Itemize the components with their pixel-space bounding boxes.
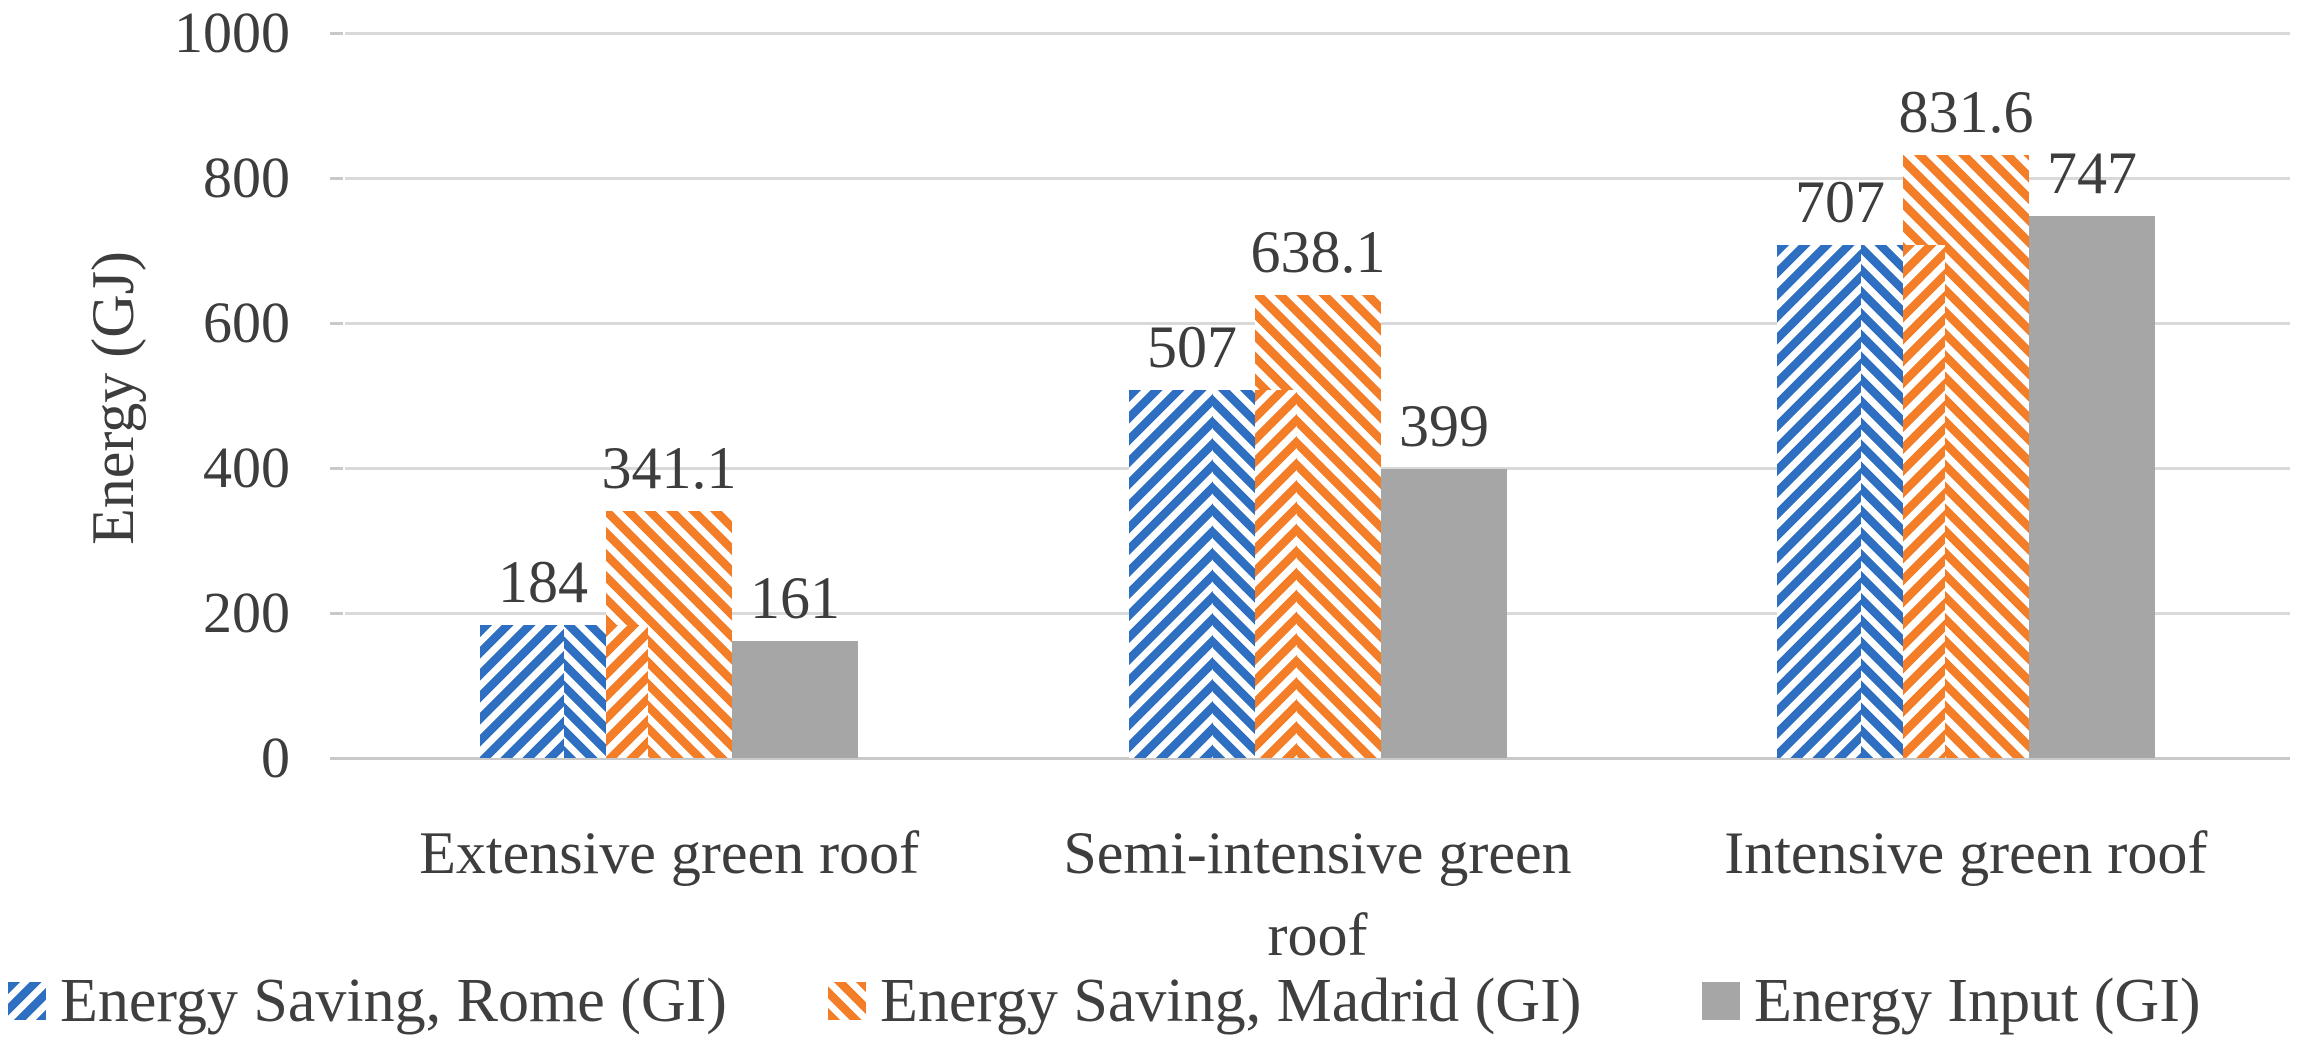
y-tick-mark [330,177,343,180]
category-label: Intensive green roof [1724,820,2208,886]
hatch-mirror-band [606,625,648,758]
y-tick-mark [330,322,343,325]
y-tick-label: 600 [203,290,290,355]
bar-energy-saving-madrid [1903,155,2029,758]
data-label: 831.6 [1898,79,2034,145]
y-tick-label: 400 [203,435,290,500]
y-tick-mark [330,757,343,760]
category-label: Extensive green roof [419,820,920,886]
bar-energy-saving-rome [1129,390,1255,758]
y-tick-label: 800 [203,145,290,210]
legend-swatch-input-icon [1702,982,1740,1020]
hatch-mirror-band [1903,245,1945,758]
legend-label: Energy Saving, Rome (GI) [60,967,727,1035]
bar-energy-input [2029,216,2155,758]
y-tick-mark [330,612,343,615]
gridline [345,177,2290,180]
data-label: 341.1 [601,435,737,501]
y-tick-label: 1000 [174,0,290,65]
data-label: 707 [1795,169,1885,235]
category-label: Semi-intensive green roof [1063,820,1572,968]
hatch-mirror-band [1255,390,1297,758]
bar-energy-saving-rome [1777,245,1903,758]
y-tick-mark [330,467,343,470]
bar-energy-input [732,641,858,758]
x-axis-line [338,757,2290,760]
data-label: 747 [2047,140,2137,206]
gridline [345,32,2290,35]
data-label: 638.1 [1250,219,1386,285]
y-tick-mark [330,32,343,35]
bar-energy-input [1381,469,1507,758]
data-label: 399 [1399,393,1489,459]
data-label: 507 [1147,314,1237,380]
legend-swatch-madrid-icon [828,982,866,1020]
data-label: 161 [750,565,840,631]
data-label: 184 [498,549,588,615]
legend-label: Energy Saving, Madrid (GI) [880,967,1582,1035]
legend-label: Energy Input (GI) [1754,967,2201,1035]
y-tick-label: 0 [261,725,290,790]
bar-energy-saving-rome [480,625,606,758]
bar-energy-saving-madrid [606,511,732,758]
legend-swatch-rome-icon [8,982,46,1020]
bar-energy-saving-madrid [1255,295,1381,758]
y-tick-label: 200 [203,580,290,645]
